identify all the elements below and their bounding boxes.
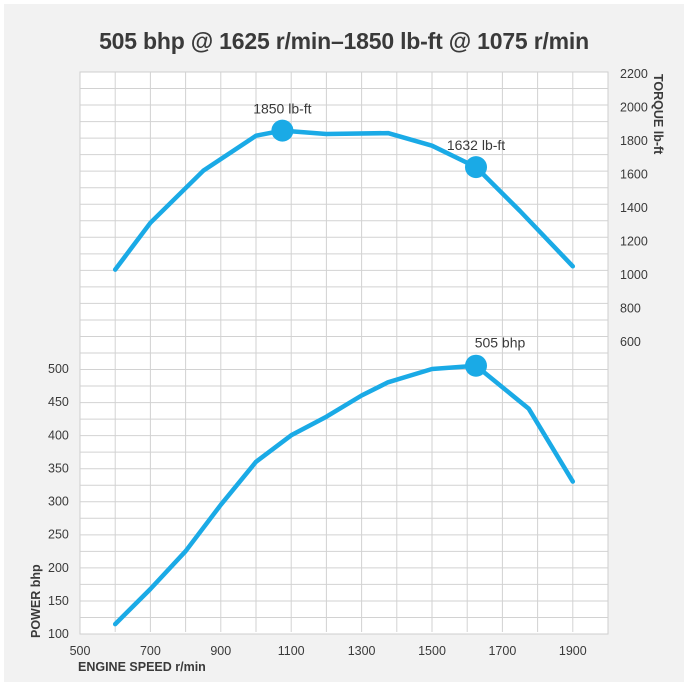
torque-curve: [112, 128, 576, 272]
torque-tick-label: 1800: [620, 134, 648, 148]
torque-tick-label: 1400: [620, 201, 648, 215]
grid-lines: [80, 72, 608, 632]
power-tick-label: 250: [48, 528, 69, 542]
x-tick-label: 1300: [348, 644, 376, 658]
torque-tick-label: 2200: [620, 67, 648, 81]
torque-peak-label: 1850 lb-ft: [253, 101, 311, 117]
power-peak-label: 505 bhp: [475, 335, 526, 351]
torque-tick-label: 1200: [620, 235, 648, 249]
x-tick-label: 1900: [559, 644, 587, 658]
power-tick-label: 500: [48, 362, 69, 376]
power-tick-label: 200: [48, 561, 69, 575]
peak-markers: 1850 lb-ft 1632 lb-ft 505 bhp: [253, 101, 526, 377]
power-tick-label: 100: [48, 627, 69, 641]
torque-tick-label: 1600: [620, 168, 648, 182]
power-peak-marker: [465, 354, 487, 377]
torque-peak-marker: [465, 156, 487, 179]
power-tick-label: 350: [48, 461, 69, 475]
torque-tick-label: 800: [620, 302, 641, 316]
chart-title: 505 bhp @ 1625 r/min–1850 lb-ft @ 1075 r…: [99, 28, 589, 54]
x-tick-label: 1100: [278, 644, 305, 658]
torque-axis-label: TORQUE lb-ft: [651, 74, 665, 155]
torque-peak-marker: [271, 119, 294, 142]
x-tick-label: 700: [140, 644, 161, 658]
torque-tick-label: 600: [620, 335, 641, 349]
power-tick-label: 400: [48, 428, 69, 442]
torque-tick-label: 2000: [620, 101, 648, 115]
x-axis-label: ENGINE SPEED r/min: [78, 660, 206, 674]
x-tick-label: 500: [70, 644, 91, 658]
x-axis-ticks: 500 700 900 1100 1300 1500 1700 1900: [70, 644, 587, 658]
torque-peak-label: 1632 lb-ft: [447, 137, 505, 153]
power-axis-label: POWER bhp: [29, 564, 43, 638]
x-tick-label: 900: [210, 644, 231, 658]
x-tick-label: 1700: [488, 644, 516, 658]
power-tick-label: 300: [48, 495, 69, 509]
power-tick-label: 450: [48, 395, 69, 409]
x-tick-label: 1500: [418, 644, 446, 658]
torque-tick-label: 1000: [620, 268, 648, 282]
torque-axis-ticks: 600 800 1000 1200 1400 1600 1800 2000 2200: [620, 67, 648, 349]
power-axis-ticks: 100 150 200 250 300 350 400 450 500: [48, 362, 69, 641]
power-tick-label: 150: [48, 594, 69, 608]
